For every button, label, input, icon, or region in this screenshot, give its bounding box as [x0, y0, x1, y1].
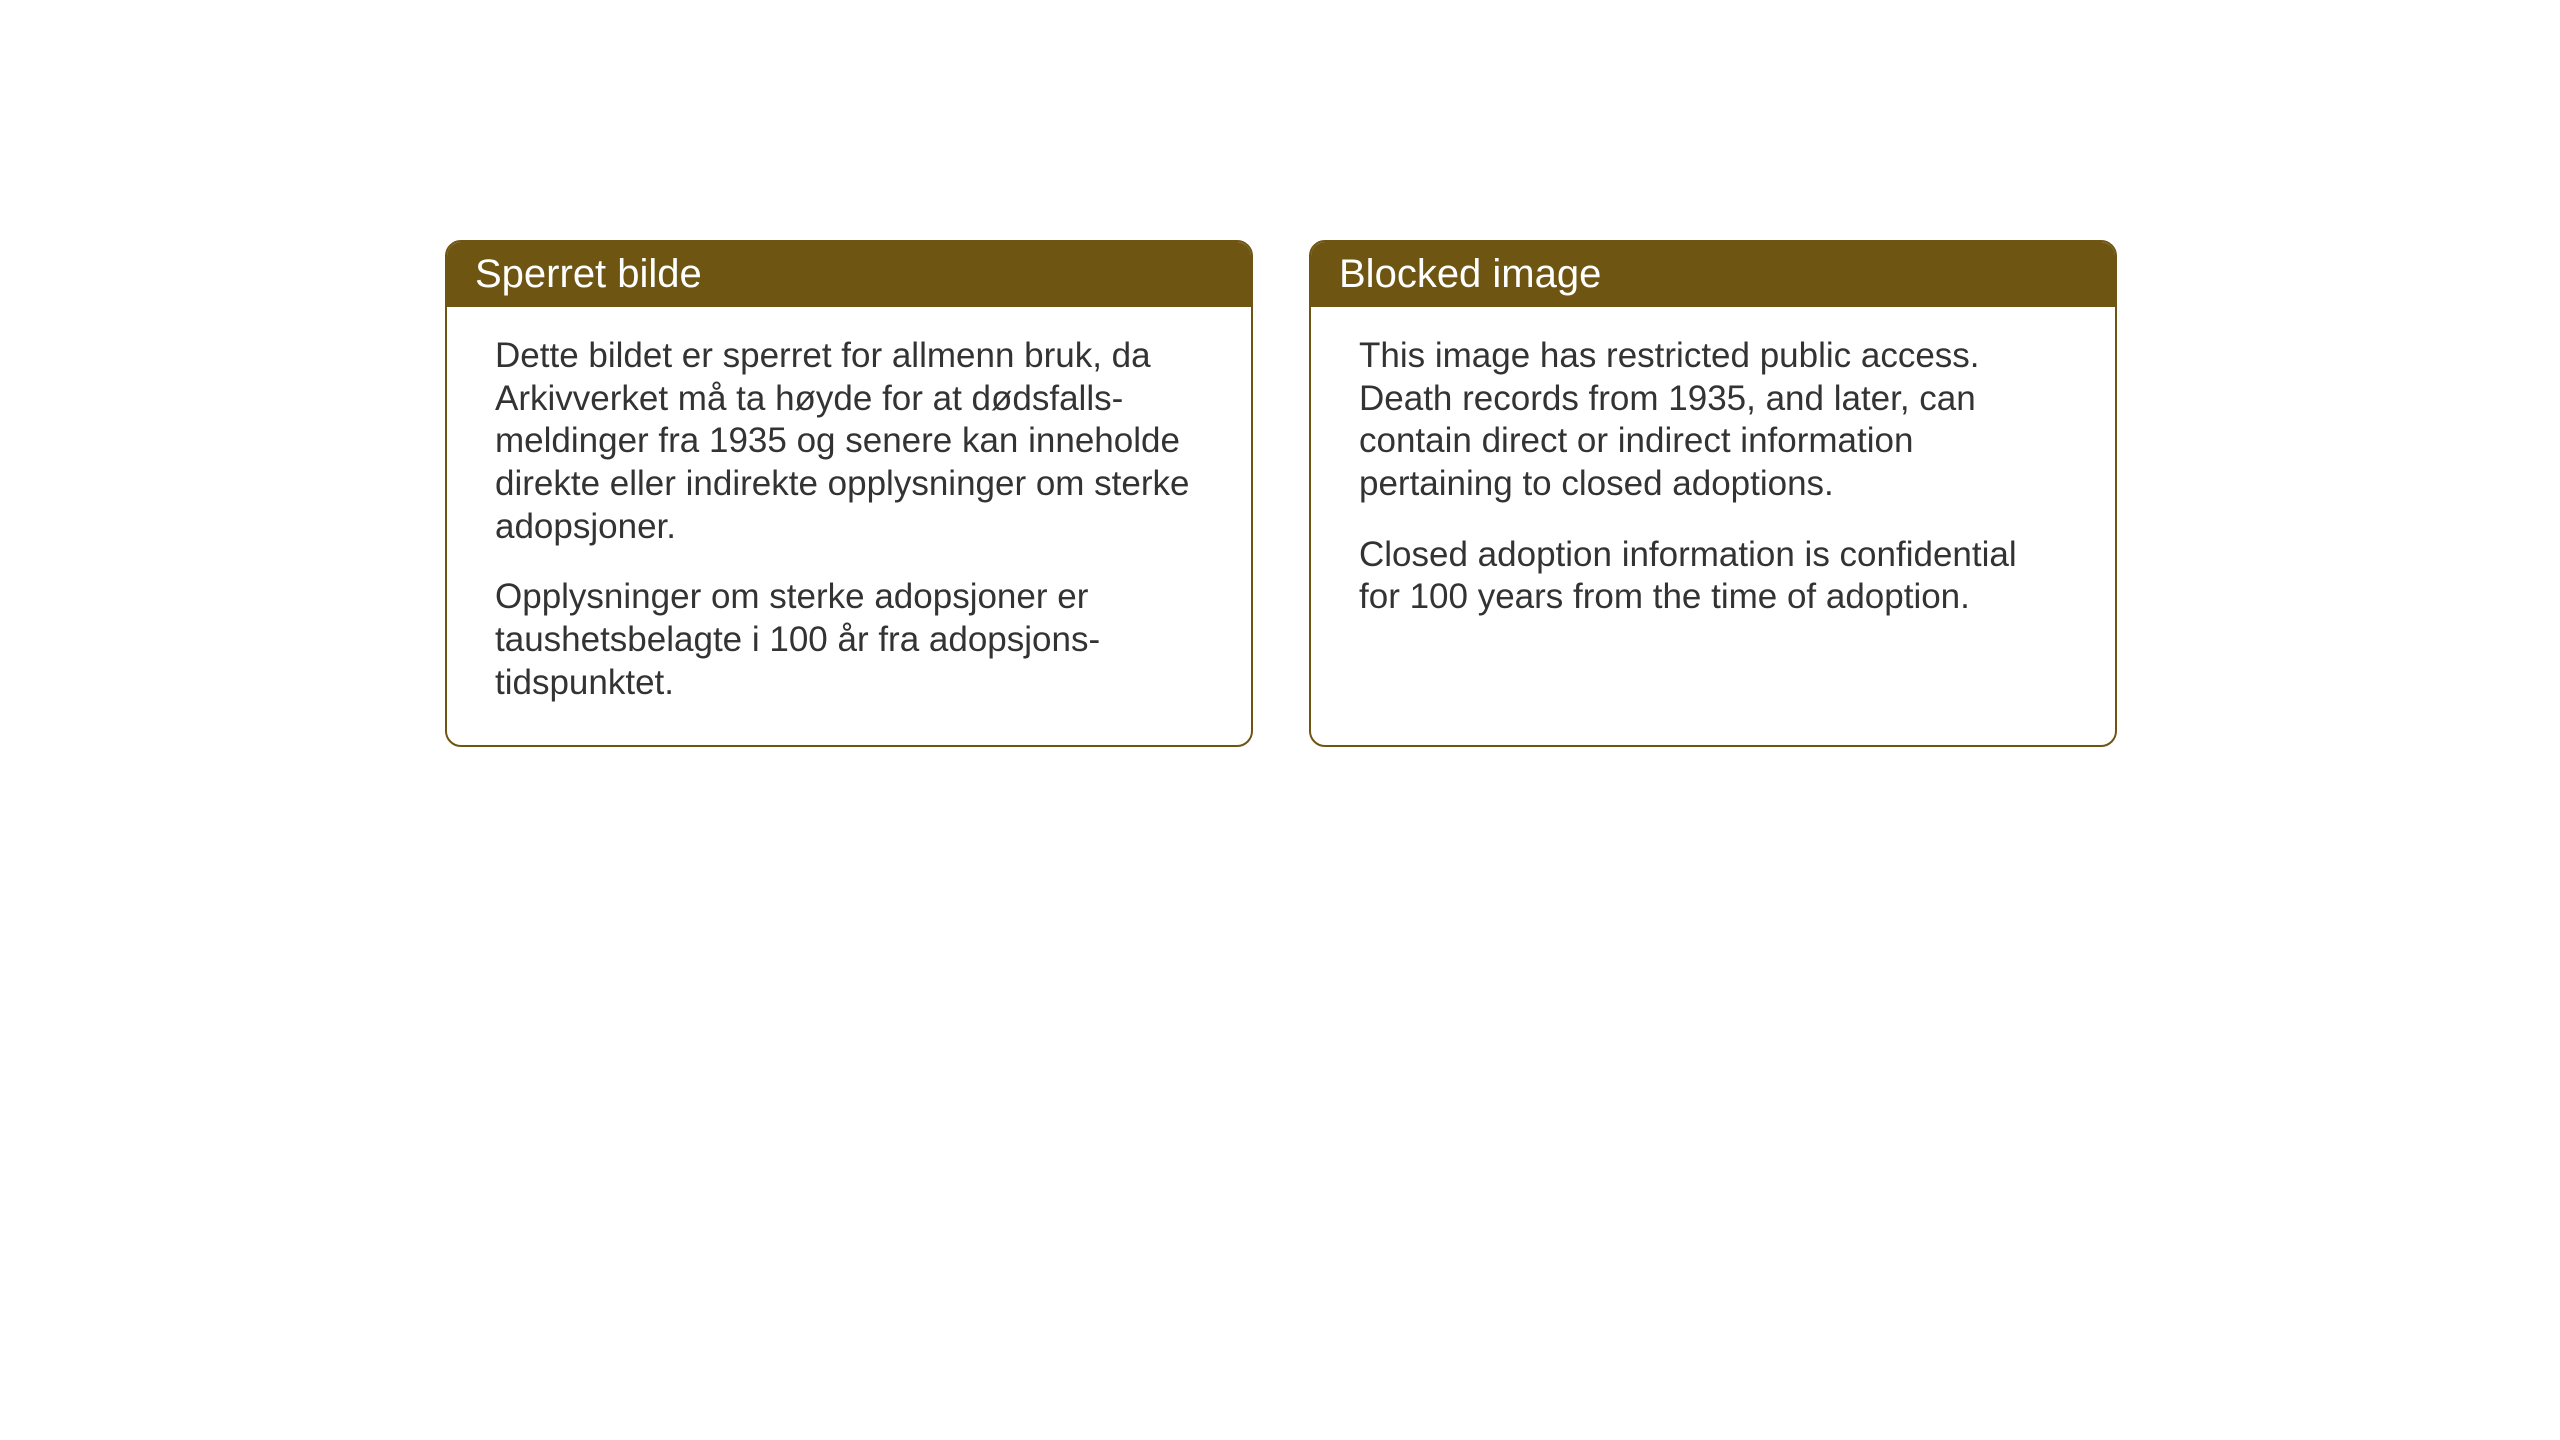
card-paragraph: This image has restricted public access.…: [1359, 335, 2067, 506]
card-norwegian: Sperret bilde Dette bildet er sperret fo…: [445, 240, 1253, 747]
card-body-norwegian: Dette bildet er sperret for allmenn bruk…: [447, 307, 1251, 745]
card-english: Blocked image This image has restricted …: [1309, 240, 2117, 747]
card-paragraph: Closed adoption information is confident…: [1359, 534, 2067, 619]
card-paragraph: Opplysninger om sterke adopsjoner er tau…: [495, 576, 1203, 704]
card-header-english: Blocked image: [1311, 242, 2115, 307]
card-paragraph: Dette bildet er sperret for allmenn bruk…: [495, 335, 1203, 548]
notice-container: Sperret bilde Dette bildet er sperret fo…: [445, 240, 2117, 747]
card-title-english: Blocked image: [1339, 252, 1601, 296]
card-body-english: This image has restricted public access.…: [1311, 307, 2115, 659]
card-title-norwegian: Sperret bilde: [475, 252, 702, 296]
card-header-norwegian: Sperret bilde: [447, 242, 1251, 307]
